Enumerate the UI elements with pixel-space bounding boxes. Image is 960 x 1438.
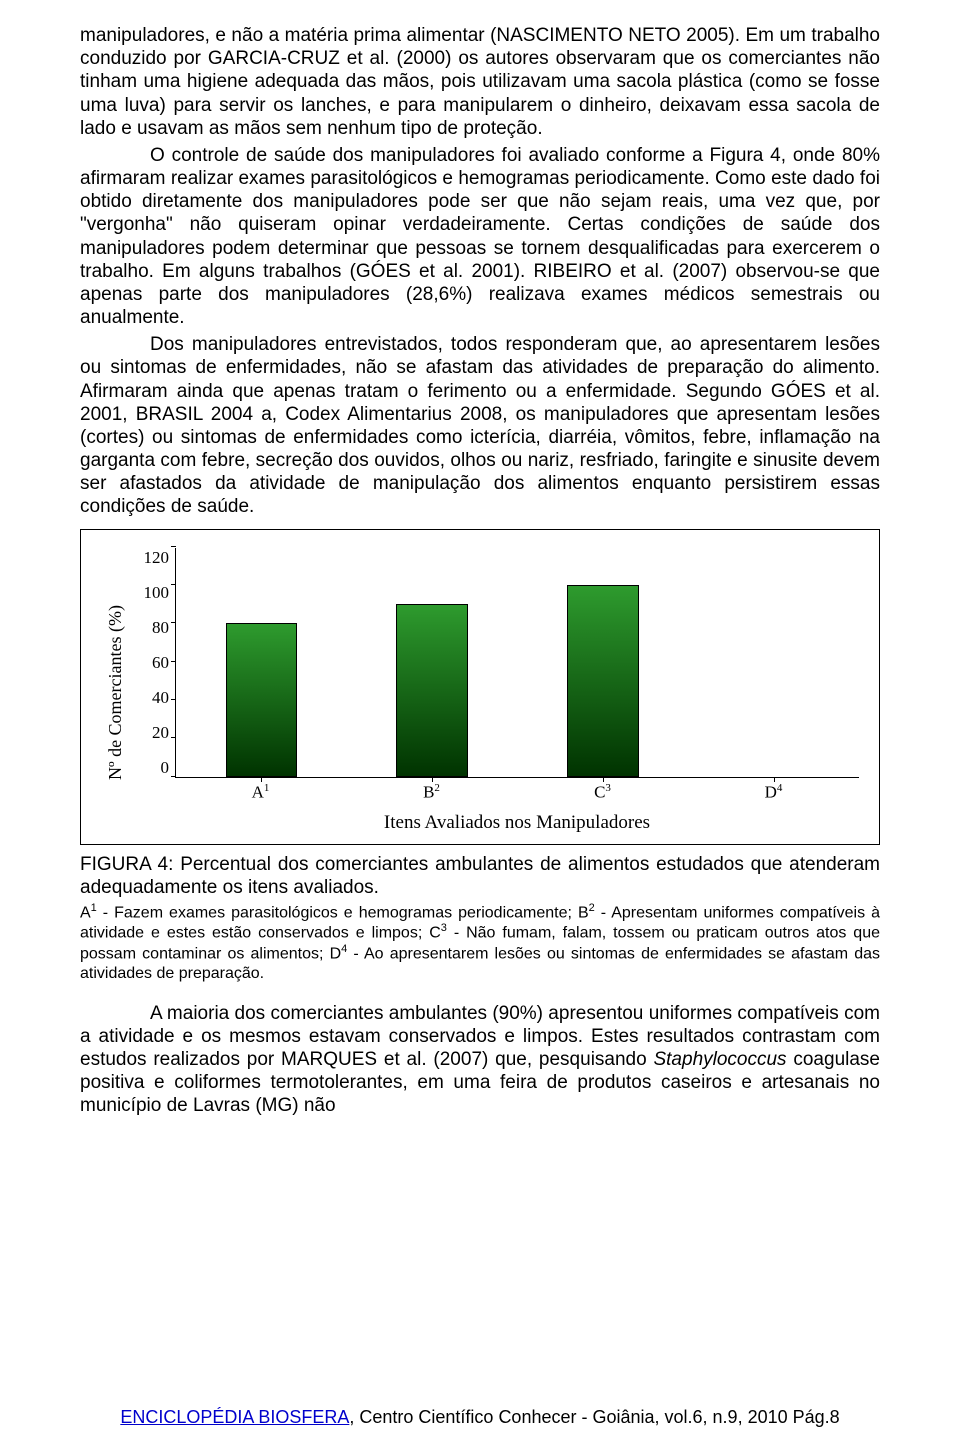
page-footer: ENCICLOPÉDIA BIOSFERA, Centro Científico…: [80, 1407, 880, 1428]
figure-4-chart: Nº de Comerciantes (%) 120100806040200 A…: [80, 529, 880, 846]
chart-x-ticks: A1B2C3D4: [175, 778, 859, 803]
figure-4-caption: FIGURA 4: Percentual dos comerciantes am…: [80, 853, 880, 899]
chart-plot-area: [175, 548, 859, 778]
legend-a-text: - Fazem exames parasitológicos e hemogra…: [97, 904, 589, 921]
footer-journal-link[interactable]: ENCICLOPÉDIA BIOSFERA: [120, 1407, 349, 1427]
chart-bar: [226, 623, 298, 776]
body-paragraph-1: manipuladores, e não a matéria prima ali…: [80, 24, 880, 140]
chart-y-axis-label: Nº de Comerciantes (%): [106, 605, 127, 780]
chart-bar: [396, 604, 468, 777]
body-paragraph-3: Dos manipuladores entrevistados, todos r…: [80, 333, 880, 518]
chart-y-ticks: 120100806040200: [131, 548, 175, 778]
chart-x-axis-title: Itens Avaliados nos Manipuladores: [175, 812, 859, 834]
p4-italic: Staphylococcus: [653, 1049, 786, 1070]
body-paragraph-4: A maioria dos comerciantes ambulantes (9…: [80, 1002, 880, 1118]
chart-y-axis-label-wrap: Nº de Comerciantes (%): [101, 548, 131, 839]
figure-4-legend: A1 - Fazem exames parasitológicos e hemo…: [80, 902, 880, 984]
footer-page-number: Pág.8: [793, 1407, 840, 1427]
chart-bar: [567, 585, 639, 777]
footer-journal-text: , Centro Científico Conhecer - Goiânia, …: [349, 1407, 792, 1427]
body-paragraph-2: O controle de saúde dos manipuladores fo…: [80, 144, 880, 329]
